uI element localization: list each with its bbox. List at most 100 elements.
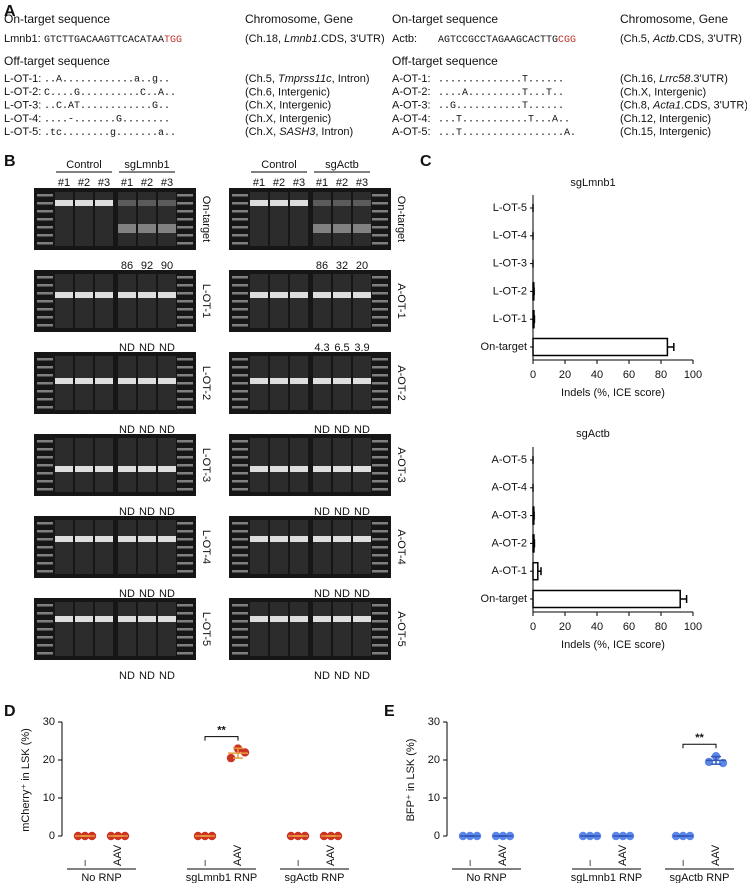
ladder-band: [372, 406, 388, 409]
x-tick-label: 20: [559, 369, 571, 381]
significance-bracket: [682, 743, 717, 749]
y-tick-label: 20: [428, 754, 440, 766]
row-label: A-OT-1: [395, 283, 407, 318]
ladder-band: [177, 398, 193, 401]
ladder-band: [177, 316, 193, 319]
y-tick-label: 0: [434, 830, 440, 842]
gel-band: [333, 466, 351, 472]
site-info: (Ch.16, Lrrc58.3'UTR): [620, 73, 728, 85]
group-label: sgLmnb1 RNP: [571, 872, 643, 883]
row-label: L-OT-4: [200, 530, 212, 564]
sequence: ....-.......G........: [44, 115, 170, 126]
ladder-band: [37, 284, 53, 287]
gel-band: [138, 200, 156, 206]
ladder-band: [232, 464, 248, 467]
edit-score: 92: [141, 260, 153, 272]
edit-score: ND: [314, 588, 330, 600]
info-part: (Ch.18,: [245, 33, 284, 45]
ladder-band: [177, 284, 193, 287]
sequence: ..A............a..g..: [44, 75, 170, 86]
gel-image: [229, 434, 391, 496]
ladder-band: [372, 472, 388, 475]
ladder-band: [177, 546, 193, 549]
edit-score: ND: [159, 670, 175, 682]
gel-band: [333, 536, 351, 542]
edit-score: ND: [139, 506, 155, 518]
ladder-band: [372, 488, 388, 491]
gel-band: [95, 616, 113, 622]
y-tick-label: 30: [43, 716, 55, 728]
gel-band: [250, 292, 268, 298]
gel-band: [290, 466, 308, 472]
y-tick-label: 10: [428, 792, 440, 804]
data-point: [240, 748, 250, 757]
edit-score: 86: [121, 260, 133, 272]
row-label: On-target: [200, 196, 212, 242]
edit-score: ND: [159, 342, 175, 354]
lane-smear: [250, 602, 268, 656]
off-target-name: A-OT-3:: [392, 100, 431, 112]
panel-label: D: [4, 703, 16, 720]
gel-band: [270, 200, 288, 206]
lane-smear: [118, 602, 136, 656]
x-axis-label: Indels (%, ICE score): [561, 639, 665, 651]
ladder-band: [232, 480, 248, 483]
gel-band: [313, 200, 331, 206]
gel-band: [118, 292, 136, 298]
ladder-band: [37, 242, 53, 245]
lane-smear: [158, 438, 176, 492]
gel-band: [290, 200, 308, 206]
ladder-band: [37, 644, 53, 647]
site-info: (Ch.6, Intergenic): [245, 86, 330, 98]
gel-image: [229, 598, 391, 660]
ladder-band: [37, 604, 53, 607]
edit-score: ND: [159, 424, 175, 436]
y-tick-label: A-OT-5: [492, 454, 527, 466]
edit-score: ND: [119, 588, 135, 600]
gel-band: [55, 378, 73, 384]
info-part: (Ch.15, Intergenic): [620, 126, 711, 138]
lane-label: #1: [58, 177, 70, 189]
y-axis-label: BFP⁺ in LSK (%): [405, 739, 417, 822]
ladder-band: [232, 612, 248, 615]
ladder-band: [372, 538, 388, 541]
site-info: (Ch.5, Tmprss11c, Intron): [245, 73, 370, 85]
sequence: ...T.................A.: [438, 128, 576, 139]
site-info: (Ch.X, Intergenic): [620, 86, 706, 98]
lane-label: #2: [336, 177, 348, 189]
ladder-band: [37, 488, 53, 491]
row-label: On-target: [395, 196, 407, 242]
sd-bar: [711, 755, 721, 765]
ladder-band: [372, 210, 388, 213]
ladder-band: [232, 292, 248, 295]
row-label: A-OT-5: [395, 611, 407, 646]
off-target-name: L-OT-3:: [4, 100, 41, 112]
header: On-target sequence: [4, 12, 110, 26]
ladder-band: [37, 612, 53, 615]
edit-score: ND: [354, 588, 370, 600]
ladder-band: [37, 358, 53, 361]
edit-score: ND: [119, 670, 135, 682]
lane-label: #2: [141, 177, 153, 189]
gel-band: [55, 536, 73, 542]
gel-band: [353, 224, 371, 233]
ladder-band: [372, 456, 388, 459]
lane-smear: [313, 274, 331, 328]
ladder-band: [372, 530, 388, 533]
y-tick-label: L-OT-2: [493, 285, 527, 297]
x-tick-label: 100: [684, 369, 702, 381]
info-part: Lrrc58: [659, 73, 691, 85]
panel-label: A: [4, 3, 16, 20]
ladder-band: [232, 472, 248, 475]
gel-band: [353, 536, 371, 542]
group-label: Control: [66, 159, 101, 171]
x-tick-label: AAV: [232, 844, 244, 866]
site-info: (Ch.18, Lmnb1.CDS, 3'UTR): [245, 33, 385, 45]
ladder-band: [372, 292, 388, 295]
ladder-band: [177, 604, 193, 607]
sequence: ...T...........T...A..: [438, 115, 570, 126]
sequence: C....G..........C..A..: [44, 88, 176, 99]
error-bar: [537, 567, 542, 576]
ladder-band: [372, 382, 388, 385]
panel-label: E: [384, 703, 395, 720]
